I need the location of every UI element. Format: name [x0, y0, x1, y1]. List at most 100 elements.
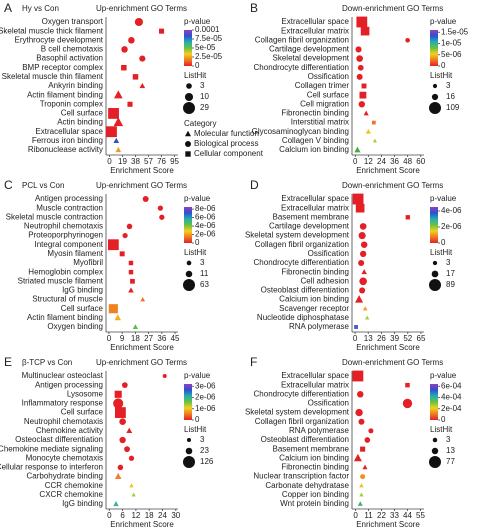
- point: [402, 398, 413, 409]
- size-legend-symbol: [186, 83, 192, 89]
- panel-label: E: [4, 355, 12, 369]
- point: [142, 196, 149, 202]
- y-tick-label: Myosin filament: [47, 249, 103, 258]
- point: [128, 37, 135, 44]
- point: [113, 137, 120, 143]
- point: [352, 193, 364, 205]
- point: [140, 297, 146, 302]
- point: [113, 117, 124, 127]
- point: [356, 73, 363, 80]
- y-tick-label: Basophil activation: [36, 54, 103, 63]
- colorbar-tick-label: 2e-04: [441, 404, 462, 413]
- y-tick-label: Chondrocyte differentiation: [254, 258, 349, 267]
- colorbar-tick-label: 0: [195, 415, 200, 424]
- y-tick-label: Osteoblast differentiation: [261, 435, 349, 444]
- size-legend-label: 3: [446, 435, 451, 444]
- colorbar-tick-label: 0: [441, 238, 446, 247]
- point: [405, 37, 410, 43]
- x-tick-label: 38: [131, 157, 140, 166]
- x-tick-label: 13: [364, 334, 373, 343]
- y-tick-label: Chemokine mediate signaling: [0, 444, 103, 453]
- y-tick-label: Cartilage development: [269, 222, 350, 231]
- point: [365, 128, 371, 134]
- y-tick-label: Cellular response to interferon: [0, 463, 103, 472]
- colorbar-tick-label: 5e-05: [195, 43, 216, 52]
- y-tick-label: Nuclear transcription factor: [253, 472, 349, 481]
- point: [139, 82, 146, 89]
- colorbar: [430, 207, 438, 243]
- size-legend-title: ListHit: [430, 71, 453, 80]
- point: [131, 492, 136, 497]
- y-tick-label: Inflammatory response: [22, 399, 104, 408]
- y-tick-label: Scavenger receptor: [279, 304, 349, 313]
- size-legend-symbol: [183, 102, 195, 114]
- point: [371, 120, 376, 125]
- point: [359, 223, 367, 230]
- y-tick-label: Skeletal muscle thick filament: [0, 26, 104, 35]
- size-legend-label: 10: [200, 92, 209, 101]
- point: [128, 287, 134, 293]
- x-tick-label: 0: [107, 157, 112, 166]
- x-tick-label: 30: [171, 511, 180, 520]
- size-legend-symbol: [429, 102, 441, 114]
- point: [362, 464, 368, 470]
- colorbar: [184, 30, 192, 66]
- y-tick-label: Antigen processing: [35, 380, 103, 389]
- point: [127, 101, 133, 107]
- x-tick-label: 27: [144, 334, 153, 343]
- colorbar-tick-label: 2e-06: [195, 393, 216, 402]
- x-axis-label: Enrichment Score: [356, 166, 420, 175]
- y-tick-label: Collagen fibril organization: [255, 417, 349, 426]
- size-legend-symbol: [429, 456, 441, 468]
- size-legend-symbol: [431, 93, 439, 101]
- y-tick-label: Collagen fibril organization: [255, 35, 349, 44]
- point: [358, 101, 366, 108]
- y-tick-label: Neutrophil chemotaxis: [24, 222, 103, 231]
- point: [106, 126, 117, 138]
- y-tick-label: Extracellular matrix: [281, 203, 349, 212]
- y-tick-label: B cell chemotaxis: [41, 45, 103, 54]
- y-tick-label: Muscle contraction: [36, 203, 103, 212]
- shape-legend-symbol: [185, 151, 191, 157]
- y-tick-label: Hemoglobin complex: [28, 267, 103, 276]
- x-tick-label: 65: [417, 334, 426, 343]
- x-tick-label: 22: [377, 511, 386, 520]
- point: [108, 108, 119, 119]
- y-tick-label: Basement membrane: [273, 212, 350, 221]
- x-tick-label: 60: [416, 157, 425, 166]
- y-tick-label: Multinuclear osteoclast: [22, 371, 104, 380]
- y-tick-label: Carbohydrate binding: [27, 472, 104, 481]
- point: [355, 408, 363, 417]
- colorbar-tick-label: 2.5e-05: [195, 52, 223, 61]
- y-tick-label: Skeletal muscle contraction: [6, 212, 103, 221]
- y-tick-label: Oxygen transport: [42, 17, 104, 26]
- y-tick-label: Carbonate dehydratase: [265, 481, 349, 490]
- size-legend-label: 11: [200, 269, 209, 278]
- x-tick-label: 18: [145, 511, 154, 520]
- color-legend-title: p-value: [184, 17, 211, 26]
- panel-group: PCL vs Con: [22, 181, 64, 190]
- y-tick-label: Oxygen binding: [47, 322, 103, 331]
- y-tick-label: Actin filament binding: [27, 90, 103, 99]
- size-legend-label: 3: [200, 258, 205, 267]
- point: [362, 306, 368, 311]
- y-tick-label: Calcium ion binding: [279, 295, 349, 304]
- size-legend-label: 17: [446, 269, 455, 278]
- x-tick-label: 95: [170, 157, 179, 166]
- size-legend-symbol: [429, 279, 441, 291]
- y-tick-label: Extracellular space: [281, 371, 349, 380]
- size-legend-label: 3: [200, 435, 205, 444]
- point: [361, 269, 367, 275]
- shape-legend-title: Category: [184, 119, 216, 128]
- y-tick-label: Cell adhesion: [301, 276, 349, 285]
- colorbar-tick-label: 3e-06: [195, 381, 216, 390]
- point: [115, 407, 126, 418]
- y-tick-label: Integral component: [35, 240, 104, 249]
- x-tick-label: 45: [171, 334, 180, 343]
- y-tick-label: Ribonuclease activity: [28, 145, 103, 154]
- y-tick-label: Cartilage development: [269, 45, 350, 54]
- size-legend-title: ListHit: [184, 248, 207, 257]
- y-tick-label: Ossification: [308, 72, 349, 81]
- y-tick-label: Extracellular matrix: [281, 26, 349, 35]
- y-tick-label: Monocyte chemotaxis: [26, 453, 103, 462]
